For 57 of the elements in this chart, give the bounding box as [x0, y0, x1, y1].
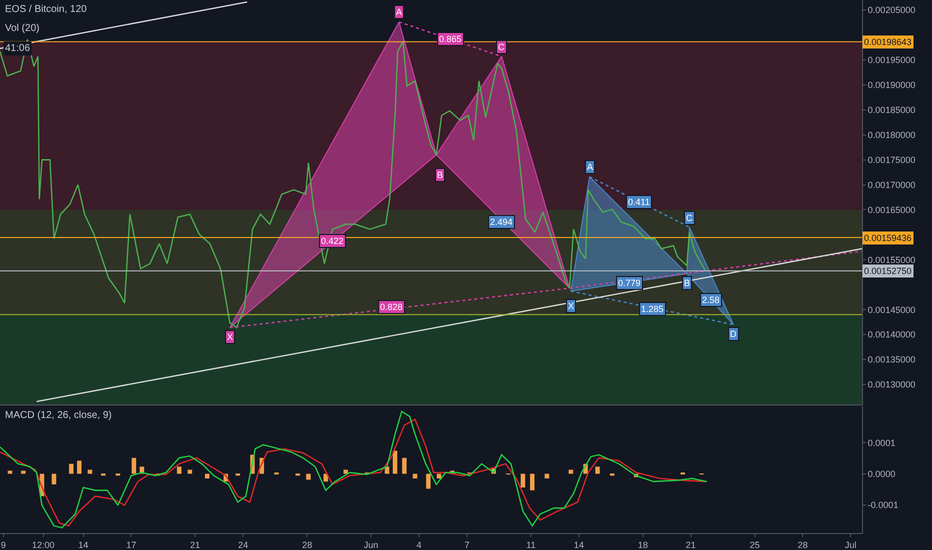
- annotation: C: [498, 42, 505, 52]
- y-tick-label: -0.0001: [868, 500, 898, 510]
- x-tick-label: Jul: [844, 540, 856, 550]
- y-tick-label: 0.00130000: [868, 380, 916, 390]
- y-tick-label: 0.00175000: [868, 154, 916, 165]
- annotation: A: [587, 162, 594, 172]
- y-tick-label: 0.00170000: [868, 180, 916, 190]
- x-tick-label: 24: [238, 540, 248, 550]
- text: Vol (20): [5, 23, 40, 34]
- x-tick-label: 28: [798, 540, 808, 550]
- x-tick-label: 21: [190, 540, 200, 550]
- annotation: 0.865: [439, 34, 462, 44]
- annotation: B: [684, 278, 690, 288]
- x-tick-label: 14: [78, 540, 88, 550]
- x-tick-label: 4: [416, 540, 422, 550]
- annotation: 0.411: [628, 197, 650, 207]
- annotation: X: [227, 332, 234, 342]
- x-tick-label: 12:00: [32, 540, 55, 550]
- annotation: 2.58: [702, 295, 720, 305]
- annotation: 0.422: [321, 236, 344, 246]
- y-tick-label: 0.00185000: [868, 105, 916, 116]
- annotation: 41:06: [5, 43, 30, 54]
- y-tick-label: 0.0001: [868, 438, 896, 448]
- y-tick-label: 0.00140000: [868, 330, 916, 340]
- annotation: B: [437, 170, 444, 180]
- y-tick-label: 0.00135000: [868, 354, 916, 365]
- annotation: D: [730, 329, 737, 339]
- y-tick-label: 0.00155000: [868, 254, 916, 265]
- annotation: 2.494: [490, 217, 513, 227]
- chart-title: EOS / Bitcoin, 120: [5, 4, 88, 15]
- x-tick-label: 18: [638, 540, 648, 550]
- y-tick-label: 0.00190000: [868, 80, 916, 90]
- x-tick-label: 28: [302, 540, 312, 550]
- x-tick-label: 14: [574, 540, 584, 550]
- annotation: C: [686, 213, 693, 223]
- x-tick-label: 17: [126, 540, 136, 550]
- y-tick-label: 0.00145000: [868, 304, 916, 315]
- x-tick-label: 21: [686, 540, 696, 550]
- annotation: 0.779: [618, 278, 641, 288]
- x-tick-label: Jun: [364, 540, 378, 550]
- ref-line-label: 0.00198643: [864, 37, 912, 47]
- y-tick-label: 0.0000: [868, 468, 896, 479]
- x-tick-label: 25: [750, 540, 760, 550]
- y-tick-label: 0.00205000: [868, 5, 916, 16]
- x-tick-label: 11: [526, 540, 536, 550]
- chart-title: MACD (12, 26, close, 9): [5, 410, 112, 421]
- annotation: 0.828: [380, 302, 403, 312]
- annotation: 1.285: [641, 304, 664, 314]
- x-tick-label: 9: [0, 540, 6, 550]
- y-tick-label: 0.00165000: [868, 204, 916, 215]
- y-tick-label: 0.00180000: [868, 130, 916, 140]
- ref-line-label: 0.00159436: [864, 233, 912, 243]
- y-tick-label: 0.00195000: [868, 55, 916, 66]
- annotation: A: [396, 7, 402, 17]
- x-tick-label: 7: [464, 540, 470, 550]
- annotation: X: [568, 301, 574, 311]
- ref-line-label: 0.00152750: [864, 266, 912, 276]
